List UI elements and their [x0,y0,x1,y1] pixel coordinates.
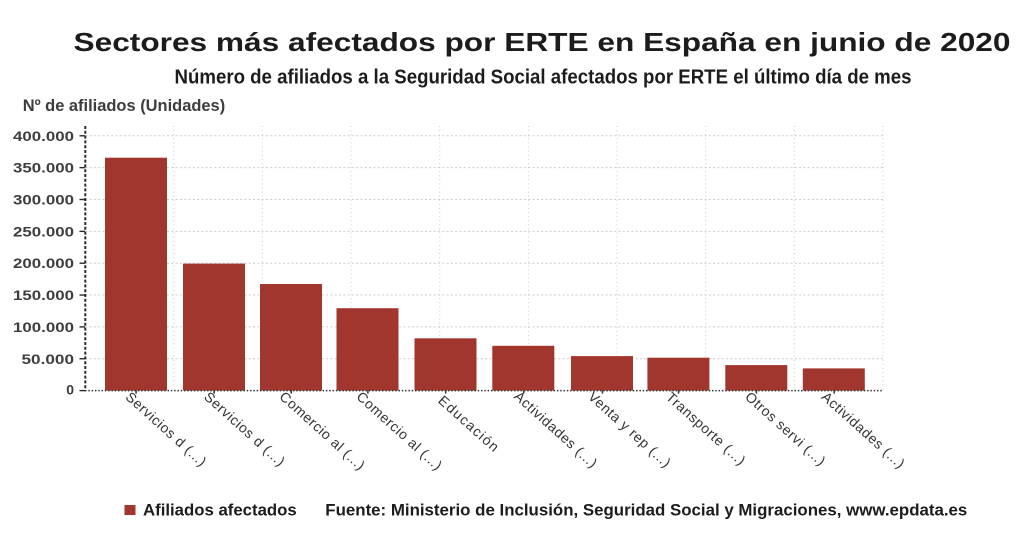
svg-text:200.000: 200.000 [13,255,74,271]
svg-text:Sectores más afectados por ERT: Sectores más afectados por ERTE en Españ… [74,27,1011,57]
svg-text:300.000: 300.000 [13,192,74,208]
svg-text:Afiliados afectados: Afiliados afectados [143,501,297,520]
svg-text:Número de afiliados a la Segur: Número de afiliados a la Seguridad Socia… [175,66,912,89]
svg-text:250.000: 250.000 [13,223,74,239]
svg-text:400.000: 400.000 [13,128,74,144]
svg-text:150.000: 150.000 [13,287,74,303]
svg-text:100.000: 100.000 [13,319,74,335]
svg-text:0: 0 [66,382,74,398]
svg-text:50.000: 50.000 [22,351,75,367]
svg-text:Fuente: Ministerio de Inclusió: Fuente: Ministerio de Inclusión, Segurid… [325,501,967,520]
svg-text:Nº de afiliados (Unidades): Nº de afiliados (Unidades) [23,96,226,115]
svg-text:350.000: 350.000 [13,160,74,176]
